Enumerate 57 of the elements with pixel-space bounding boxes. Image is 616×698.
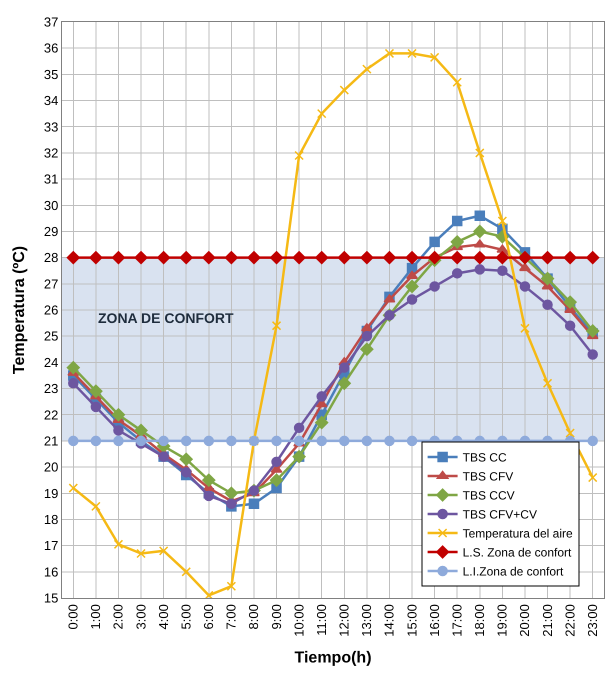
x-tick-label: 4:00 xyxy=(156,604,171,630)
x-tick-label: 7:00 xyxy=(224,604,239,630)
y-tick-label: 25 xyxy=(44,328,58,344)
x-tick-label: 16:00 xyxy=(426,604,442,637)
y-tick-label: 37 xyxy=(44,14,58,30)
x-tick-label: 8:00 xyxy=(246,604,262,630)
y-tick-label: 16 xyxy=(44,564,58,580)
y-tick-label: 17 xyxy=(44,538,58,554)
y-tick-label: 34 xyxy=(44,93,58,108)
x-tick-label: 18:00 xyxy=(472,604,488,637)
x-tick-label: 1:00 xyxy=(88,604,104,630)
x-tick-label: 14:00 xyxy=(382,604,397,637)
y-tick-label: 30 xyxy=(44,198,58,213)
x-tick-label: 5:00 xyxy=(178,604,194,630)
x-tick-label: 2:00 xyxy=(110,604,126,630)
y-axis-title: Temperatura (ºC) xyxy=(10,246,28,374)
y-tick-label: 28 xyxy=(44,250,58,266)
x-tick-label: 22:00 xyxy=(562,604,578,637)
legend-label: L.I.Zona de confort xyxy=(462,564,564,579)
y-tick-label: 20 xyxy=(44,460,58,475)
x-tick-label: 12:00 xyxy=(336,604,352,637)
x-tick-label: 10:00 xyxy=(291,604,306,637)
legend-label: TBS CFV xyxy=(462,470,514,484)
y-tick-label: 32 xyxy=(44,145,58,160)
y-tick-label: 36 xyxy=(44,40,58,56)
x-tick-label: 23:00 xyxy=(584,604,600,637)
y-tick-label: 21 xyxy=(44,433,58,448)
x-tick-label: 6:00 xyxy=(201,604,216,630)
x-axis-title: Tiempo(h) xyxy=(294,649,372,666)
legend-label: TBS CCV xyxy=(462,488,515,503)
y-tick-label: 35 xyxy=(44,66,58,82)
y-tick-label: 33 xyxy=(44,119,58,134)
legend-label: TBS CC xyxy=(462,450,507,465)
x-tick-label: 13:00 xyxy=(359,604,374,637)
legend-label: TBS CFV+CV xyxy=(462,508,537,522)
x-tick-label: 21:00 xyxy=(540,604,555,637)
legend-label: Temperatura del aire xyxy=(462,526,573,541)
x-tick-label: 15:00 xyxy=(404,604,420,637)
y-tick-label: 22 xyxy=(44,407,58,422)
y-tick-label: 24 xyxy=(44,354,58,370)
x-tick-label: 3:00 xyxy=(133,604,148,630)
y-tick-label: 27 xyxy=(44,276,58,292)
y-tick-label: 29 xyxy=(44,224,58,239)
x-tick-label: 11:00 xyxy=(314,604,329,636)
y-tick-label: 19 xyxy=(44,486,58,501)
y-tick-label: 18 xyxy=(44,512,58,527)
x-tick-label: 9:00 xyxy=(268,604,284,630)
y-tick-label: 23 xyxy=(44,381,58,396)
x-tick-label: 19:00 xyxy=(494,604,510,637)
legend-label: L.S. Zona de confort xyxy=(462,546,572,560)
band-label: ZONA DE CONFORT xyxy=(98,310,234,326)
y-tick-label: 15 xyxy=(44,590,58,606)
x-tick-label: 20:00 xyxy=(517,604,532,637)
y-tick-label: 31 xyxy=(44,172,58,187)
x-tick-label: 0:00 xyxy=(66,604,81,630)
y-tick-label: 26 xyxy=(44,302,58,318)
x-tick-label: 17:00 xyxy=(449,604,464,637)
